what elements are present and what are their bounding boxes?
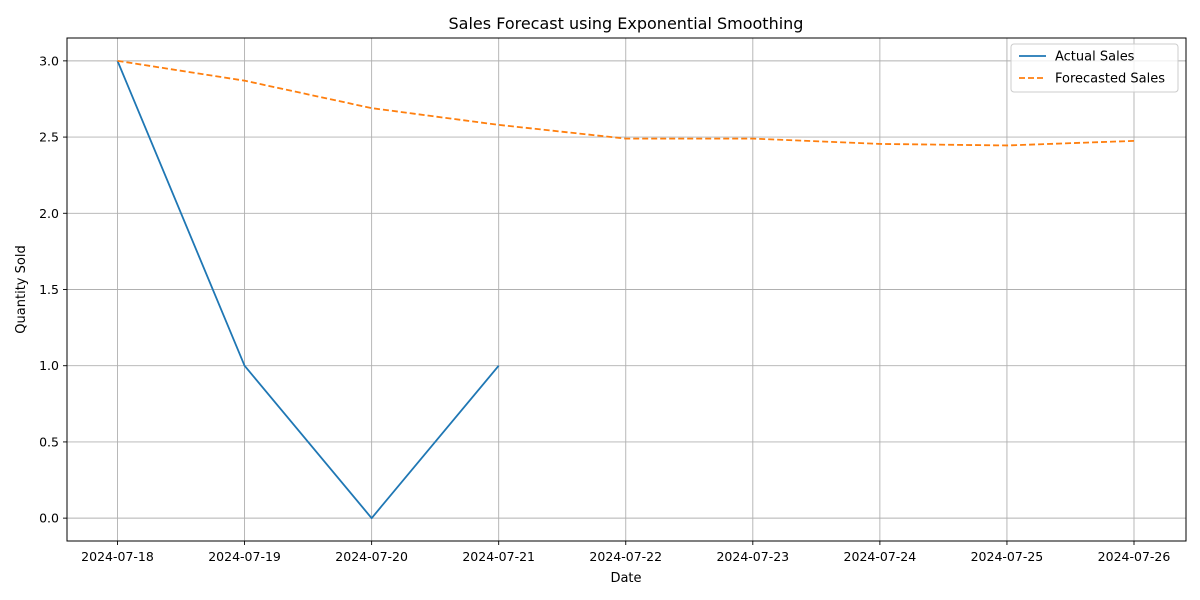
forecasted-sales-line bbox=[117, 59, 1135, 147]
x-axis-ticks: 2024-07-18 2024-07-19 2024-07-20 2024-07-21… bbox=[81, 541, 1170, 564]
y-tick-label: 3.0 bbox=[39, 53, 59, 68]
chart-title: Sales Forecast using Exponential Smoothi… bbox=[449, 14, 804, 33]
x-tick-label: 2024-07-22 bbox=[589, 549, 662, 564]
y-tick-label: 0.0 bbox=[39, 511, 59, 526]
y-tick-label: 0.5 bbox=[39, 434, 59, 449]
y-tick-label: 1.0 bbox=[39, 358, 59, 373]
legend-box bbox=[1010, 43, 1179, 93]
y-tick-label: 2.5 bbox=[39, 130, 59, 145]
x-axis-label: Date bbox=[610, 571, 641, 586]
x-tick-label: 2024-07-26 bbox=[1098, 549, 1171, 564]
legend: Actual Sales Forecasted Sales bbox=[1010, 43, 1179, 93]
x-tick-label: 2024-07-18 bbox=[81, 549, 154, 564]
y-tick-label: 2.0 bbox=[39, 206, 59, 221]
series-layer bbox=[116, 59, 1135, 520]
grid bbox=[67, 38, 1186, 541]
y-tick-label: 1.5 bbox=[39, 282, 59, 297]
x-tick-label: 2024-07-25 bbox=[971, 549, 1044, 564]
legend-label-actual: Actual Sales bbox=[1055, 50, 1135, 65]
x-tick-label: 2024-07-21 bbox=[462, 549, 535, 564]
x-tick-label: 2024-07-23 bbox=[716, 549, 789, 564]
legend-label-forecast: Forecasted Sales bbox=[1055, 72, 1165, 87]
actual-sales-line bbox=[116, 60, 500, 520]
y-axis-label: Quantity Sold bbox=[14, 245, 29, 333]
y-axis-ticks: 0.0 0.5 1.0 1.5 2.0 2.5 3.0 bbox=[39, 53, 67, 526]
x-tick-label: 2024-07-19 bbox=[208, 549, 281, 564]
x-tick-label: 2024-07-20 bbox=[335, 549, 408, 564]
x-tick-label: 2024-07-24 bbox=[844, 549, 917, 564]
